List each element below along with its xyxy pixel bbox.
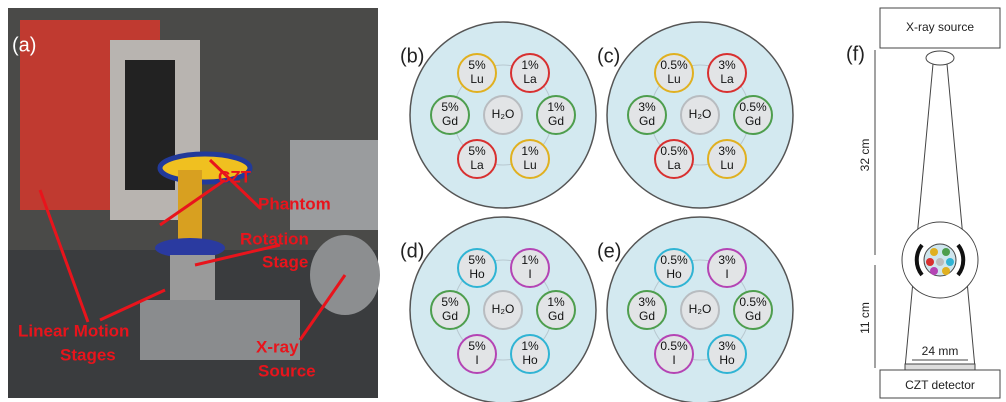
insert-element: Lu — [470, 72, 483, 86]
insert-amount: 1% — [521, 58, 539, 72]
annotation: Rotation — [240, 229, 309, 248]
insert-element: Gd — [639, 114, 655, 128]
insert-element: Ho — [719, 353, 735, 367]
distance-label: 32 cm — [858, 139, 872, 172]
insert-element: Ho — [469, 267, 485, 281]
insert-amount: 1% — [521, 144, 539, 158]
insert-amount: 1% — [547, 295, 565, 309]
insert-amount: 1% — [521, 253, 539, 267]
annotation: Phantom — [258, 194, 331, 213]
detector-label: CZT detector — [905, 378, 975, 392]
insert-amount: 5% — [468, 58, 486, 72]
detector-array — [905, 364, 975, 370]
insert-amount: 5% — [441, 100, 459, 114]
beam-edge — [905, 64, 933, 368]
insert-element: Ho — [666, 267, 682, 281]
annotation: CZT — [218, 167, 252, 186]
insert-amount: 5% — [468, 339, 486, 353]
insert-amount: 0.5% — [739, 100, 767, 114]
beam-edge — [947, 64, 975, 368]
insert-amount: 5% — [441, 295, 459, 309]
insert-element: La — [523, 72, 537, 86]
insert-element: Lu — [720, 158, 733, 172]
insert-amount: 3% — [718, 339, 736, 353]
insert-element: I — [672, 353, 675, 367]
insert-element: La — [667, 158, 681, 172]
distance-label: 11 cm — [858, 302, 872, 334]
width-label: 24 mm — [922, 344, 959, 358]
insert-amount: 0.5% — [660, 58, 688, 72]
insert-element: Lu — [667, 72, 680, 86]
insert-element: Gd — [548, 114, 564, 128]
insert-element: Gd — [639, 309, 655, 323]
annotation: Stage — [262, 252, 308, 271]
panel-label: (f) — [846, 43, 865, 65]
insert-element: H₂O — [689, 107, 712, 121]
insert-amount: 0.5% — [660, 253, 688, 267]
insert-amount: 5% — [468, 144, 486, 158]
panel-label: (e) — [597, 240, 621, 262]
insert-amount: 1% — [547, 100, 565, 114]
insert-amount: 3% — [718, 144, 736, 158]
insert-element: Gd — [442, 309, 458, 323]
annotation: Source — [258, 361, 316, 380]
insert-element: I — [725, 267, 728, 281]
insert-element: Gd — [442, 114, 458, 128]
insert-amount: 1% — [521, 339, 539, 353]
insert-element: H₂O — [689, 302, 712, 316]
focal-spot — [926, 51, 954, 65]
schematic — [875, 8, 1000, 398]
insert-element: Ho — [522, 353, 538, 367]
photo: (a) CZT Phantom Rotation Stage Linear Mo… — [8, 8, 380, 398]
panel-label: (d) — [400, 240, 424, 262]
panel-label: (c) — [597, 45, 620, 67]
insert-amount: 3% — [638, 100, 656, 114]
annotation: Stages — [60, 345, 116, 364]
insert-amount: 0.5% — [660, 144, 688, 158]
insert-element: La — [470, 158, 484, 172]
insert-amount: 3% — [718, 253, 736, 267]
insert-element: H₂O — [492, 302, 515, 316]
insert-amount: 0.5% — [660, 339, 688, 353]
panel-label: (b) — [400, 45, 424, 67]
insert-element: Lu — [523, 158, 536, 172]
panel-label: (a) — [12, 34, 36, 56]
insert-amount: 3% — [638, 295, 656, 309]
insert-element: Gd — [745, 309, 761, 323]
insert-element: Gd — [745, 114, 761, 128]
insert-element: La — [720, 72, 734, 86]
xray-housing — [290, 140, 378, 230]
source-label: X-ray source — [906, 20, 974, 34]
insert-element: H₂O — [492, 107, 515, 121]
insert-amount: 0.5% — [739, 295, 767, 309]
figure: (a) CZT Phantom Rotation Stage Linear Mo… — [0, 0, 1006, 402]
insert-element: I — [528, 267, 531, 281]
insert-element: I — [475, 353, 478, 367]
insert-amount: 3% — [718, 58, 736, 72]
annotation: Linear Motion — [18, 321, 129, 340]
insert-element: Gd — [548, 309, 564, 323]
annotation: X-ray — [256, 337, 299, 356]
insert-amount: 5% — [468, 253, 486, 267]
